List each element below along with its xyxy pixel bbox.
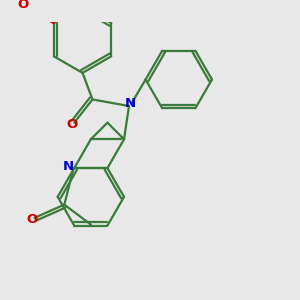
Text: O: O — [26, 213, 38, 226]
Text: N: N — [62, 160, 74, 173]
Text: O: O — [66, 118, 78, 130]
Text: O: O — [17, 0, 29, 11]
Text: N: N — [125, 97, 136, 110]
